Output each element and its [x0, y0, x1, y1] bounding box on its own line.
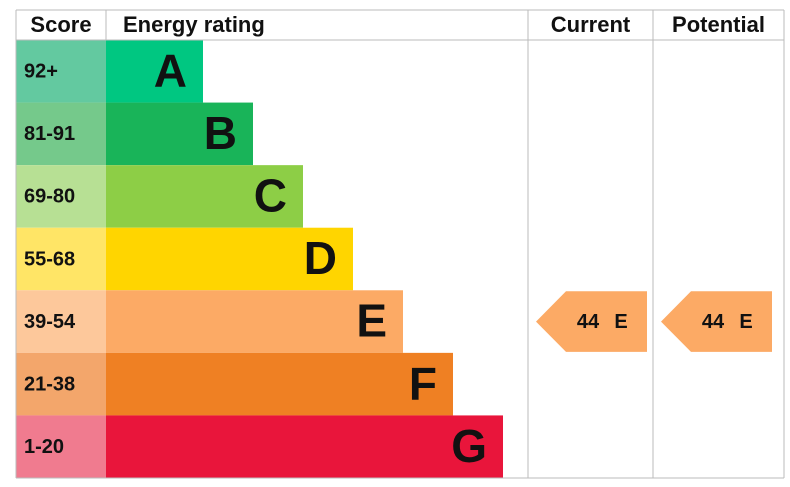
- rating-letter: D: [304, 232, 337, 284]
- header-score: Score: [30, 12, 91, 37]
- rating-letter: C: [254, 170, 287, 222]
- rating-arrow: [661, 291, 772, 352]
- rating-bar: [106, 40, 203, 103]
- rating-bar: [106, 290, 403, 353]
- rating-bar: [106, 352, 453, 416]
- score-label: 92+: [24, 61, 58, 83]
- arrow-rating: E: [739, 311, 752, 333]
- rating-bar: [106, 227, 353, 291]
- rating-letter: F: [409, 357, 437, 409]
- rating-bar: [106, 415, 503, 478]
- score-cell: [16, 227, 106, 291]
- score-label: 39-54: [24, 311, 76, 333]
- rating-letter: A: [154, 44, 187, 96]
- header-potential: Potential: [672, 12, 765, 37]
- rating-letter: G: [451, 420, 487, 472]
- score-label: 1-20: [24, 436, 64, 458]
- header-current: Current: [551, 12, 631, 37]
- rating-arrow: [536, 291, 647, 352]
- score-label: 21-38: [24, 373, 75, 395]
- rating-bar: [106, 102, 253, 166]
- score-cell: [16, 40, 106, 103]
- score-cell: [16, 290, 106, 353]
- score-label: 81-91: [24, 123, 75, 145]
- rating-letter: E: [356, 295, 387, 347]
- score-cell: [16, 352, 106, 416]
- rating-bar: [106, 165, 303, 228]
- arrow-value: 44: [577, 311, 600, 333]
- score-cell: [16, 165, 106, 228]
- rating-letter: B: [204, 107, 237, 159]
- arrow-rating: E: [614, 311, 627, 333]
- score-cell: [16, 415, 106, 478]
- score-cell: [16, 102, 106, 166]
- arrow-value: 44: [702, 311, 725, 333]
- score-label: 55-68: [24, 248, 75, 270]
- score-label: 69-80: [24, 186, 75, 208]
- header-rating: Energy rating: [123, 12, 265, 37]
